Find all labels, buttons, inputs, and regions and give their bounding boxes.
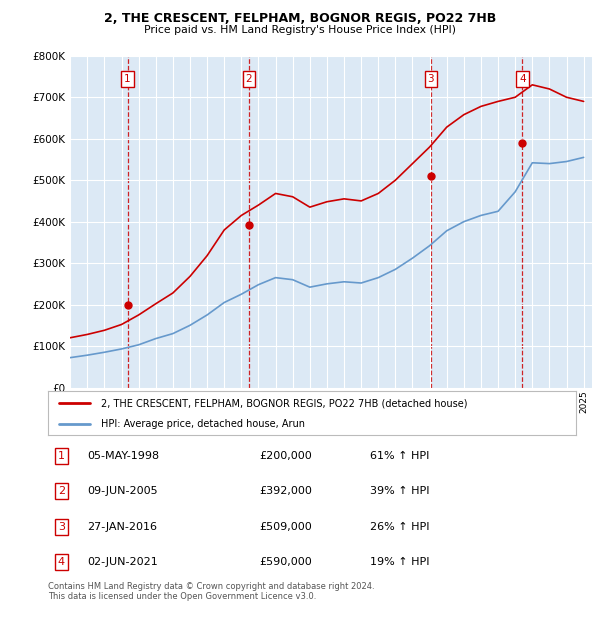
Text: 1: 1 — [58, 451, 65, 461]
Text: 61% ↑ HPI: 61% ↑ HPI — [370, 451, 430, 461]
Text: HPI: Average price, detached house, Arun: HPI: Average price, detached house, Arun — [101, 419, 305, 429]
Text: Contains HM Land Registry data © Crown copyright and database right 2024.
This d: Contains HM Land Registry data © Crown c… — [48, 582, 374, 601]
Text: £200,000: £200,000 — [259, 451, 312, 461]
Text: 2, THE CRESCENT, FELPHAM, BOGNOR REGIS, PO22 7HB (detached house): 2, THE CRESCENT, FELPHAM, BOGNOR REGIS, … — [101, 398, 467, 408]
Text: 02-JUN-2021: 02-JUN-2021 — [88, 557, 158, 567]
Text: 4: 4 — [519, 74, 526, 84]
Text: 2: 2 — [58, 486, 65, 497]
Text: 39% ↑ HPI: 39% ↑ HPI — [370, 486, 430, 497]
Text: 3: 3 — [427, 74, 434, 84]
Text: Price paid vs. HM Land Registry's House Price Index (HPI): Price paid vs. HM Land Registry's House … — [144, 25, 456, 35]
Text: 26% ↑ HPI: 26% ↑ HPI — [370, 521, 430, 532]
Text: £590,000: £590,000 — [259, 557, 312, 567]
Text: 1: 1 — [124, 74, 131, 84]
Text: 19% ↑ HPI: 19% ↑ HPI — [370, 557, 430, 567]
Text: 4: 4 — [58, 557, 65, 567]
Text: 09-JUN-2005: 09-JUN-2005 — [88, 486, 158, 497]
Text: 27-JAN-2016: 27-JAN-2016 — [88, 521, 158, 532]
Text: 2: 2 — [245, 74, 252, 84]
Text: 2, THE CRESCENT, FELPHAM, BOGNOR REGIS, PO22 7HB: 2, THE CRESCENT, FELPHAM, BOGNOR REGIS, … — [104, 12, 496, 25]
Text: £509,000: £509,000 — [259, 521, 312, 532]
Text: 3: 3 — [58, 521, 65, 532]
Text: £392,000: £392,000 — [259, 486, 312, 497]
Text: 05-MAY-1998: 05-MAY-1998 — [88, 451, 160, 461]
